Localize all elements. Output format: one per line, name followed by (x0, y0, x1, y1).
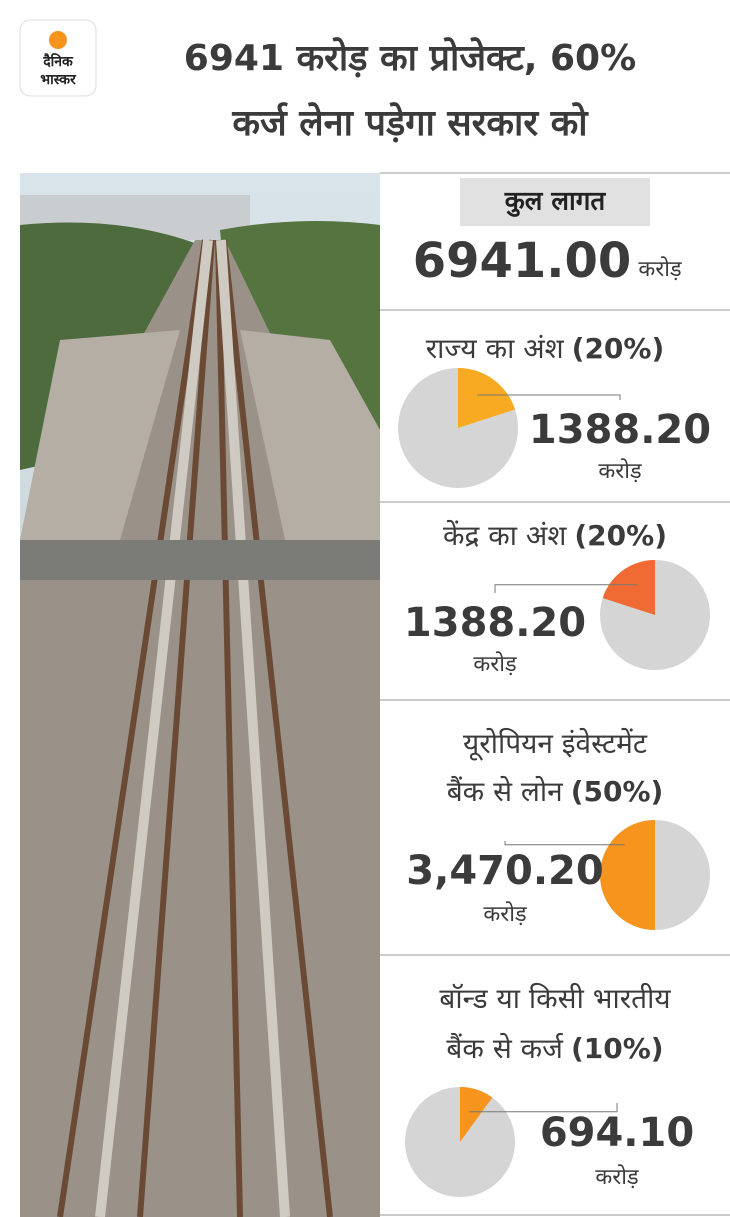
section-title: बैंक से लोन (50%) (447, 775, 664, 808)
total-label: कुल लागत (504, 187, 607, 218)
amount: 3,470.20 (406, 848, 603, 894)
connector (469, 1103, 618, 1113)
section-title: बॉन्ड या किसी भारतीय (439, 982, 671, 1015)
logo-sun (49, 31, 67, 49)
pie-slice (600, 820, 655, 930)
photo (20, 173, 380, 1217)
section-title: यूरोपियन इंवेस्टमेंट (463, 727, 648, 761)
total-label-box (460, 178, 650, 226)
divider (380, 172, 730, 1216)
unit: करोड़ (598, 458, 642, 484)
connector (504, 841, 625, 846)
title: कर्ज लेना पड़ेगा सरकार को (231, 102, 589, 144)
unit: करोड़ (595, 1164, 639, 1190)
logo-text: भास्कर (40, 72, 77, 88)
total-amount: 6941.00 (413, 233, 632, 289)
amount: 1388.20 (404, 600, 586, 646)
amount: 694.10 (540, 1110, 694, 1156)
title-text: केंद्र का अंश (443, 519, 567, 552)
share-label: (10%) (571, 1032, 664, 1065)
amount: 1388.20 (529, 407, 711, 453)
unit: करोड़ (483, 901, 527, 927)
title-text: बैंक से लोन (447, 775, 563, 808)
share-label: (20%) (572, 332, 665, 365)
section-title: बैंक से कर्ज (10%) (446, 1032, 663, 1065)
title-text: यूरोपियन इंवेस्टमेंट (463, 727, 648, 761)
section-title: राज्य का अंश (20%) (426, 332, 665, 365)
pie-slice (458, 368, 516, 428)
logo-box (19, 19, 97, 97)
unit: करोड़ (473, 651, 517, 677)
title-text: बॉन्ड या किसी भारतीय (439, 982, 671, 1015)
share-label: (20%) (574, 519, 667, 552)
title-text: बैंक से कर्ज (446, 1032, 564, 1065)
section-title: केंद्र का अंश (20%) (443, 519, 667, 552)
title-text: राज्य का अंश (426, 332, 565, 365)
pie-slice (602, 560, 655, 615)
pie-slice (460, 1087, 493, 1142)
connector (494, 584, 638, 593)
logo-text: दैनिक (42, 53, 74, 70)
connector (477, 394, 621, 400)
title: 6941 करोड़ का प्रोजेक्ट, 60% (184, 37, 636, 79)
total-unit: करोड़ (638, 256, 682, 282)
share-label: (50%) (571, 775, 664, 808)
